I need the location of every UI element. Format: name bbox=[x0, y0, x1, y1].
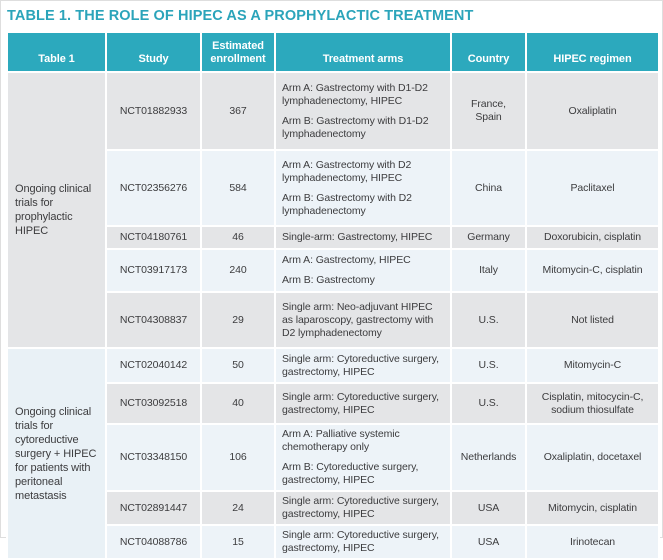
regimen-cell: Paclitaxel bbox=[525, 149, 660, 227]
arm-b-text: Arm B: Cytoreductive surgery, gastrectom… bbox=[282, 461, 419, 486]
country-cell: France, Spain bbox=[450, 71, 527, 151]
regimen-cell: Irinotecan bbox=[525, 524, 660, 560]
treatment-arms-cell: Single arm: Cytoreductive surgery, gastr… bbox=[274, 382, 452, 425]
column-header-table1: Table 1 bbox=[6, 31, 107, 73]
treatment-arms-cell: Arm A: Gastrectomy, HIPEC Arm B: Gastrec… bbox=[274, 248, 452, 293]
country-cell: U.S. bbox=[450, 382, 527, 425]
table-row: Ongoing clinical trials for cytoreductiv… bbox=[6, 347, 660, 560]
study-cell: NCT02356276 bbox=[105, 149, 202, 227]
regimen-cell: Mitomycin-C bbox=[525, 347, 660, 384]
arm-a-text: Arm A: Gastrectomy with D2 lymphadenecto… bbox=[282, 158, 412, 184]
regimen-cell: Mitomycin-C, cisplatin bbox=[525, 248, 660, 293]
regimen-cell: Oxaliplatin bbox=[525, 71, 660, 151]
regimen-cell: Cisplatin, mitocycin-C, sodium thiosulfa… bbox=[525, 382, 660, 425]
country-cell: Italy bbox=[450, 248, 527, 293]
country-cell: U.S. bbox=[450, 347, 527, 384]
arm-b-text: Arm B: Gastrectomy with D2 lymphadenecto… bbox=[282, 191, 412, 217]
regimen-cell: Doxorubicin, cisplatin bbox=[525, 225, 660, 250]
enrollment-cell: 40 bbox=[200, 382, 276, 425]
study-cell: NCT04088786 bbox=[105, 524, 202, 560]
study-cell: NCT02040142 bbox=[105, 347, 202, 384]
study-cell: NCT03917173 bbox=[105, 248, 202, 293]
column-header-country: Country bbox=[450, 31, 527, 73]
country-cell: USA bbox=[450, 524, 527, 560]
enrollment-cell: 106 bbox=[200, 423, 276, 492]
header-row: Table 1 Study Estimated enrollment Treat… bbox=[6, 31, 660, 73]
treatment-arms-cell: Arm A: Palliative systemic chemotherapy … bbox=[274, 423, 452, 492]
group-label-prophylactic: Ongoing clinical trials for prophylactic… bbox=[6, 71, 107, 349]
single-arm-text: Single arm: Cytoreductive surgery, gastr… bbox=[282, 529, 439, 554]
study-cell: NCT04308837 bbox=[105, 291, 202, 349]
study-cell: NCT03348150 bbox=[105, 423, 202, 492]
table-row: Ongoing clinical trials for prophylactic… bbox=[6, 71, 660, 349]
arm-a-text: Arm A: Gastrectomy, HIPEC bbox=[282, 254, 411, 266]
treatment-arms-cell: Single arm: Cytoreductive surgery, gastr… bbox=[274, 347, 452, 384]
column-header-enrollment: Estimated enrollment bbox=[200, 31, 276, 73]
enrollment-cell: 46 bbox=[200, 225, 276, 250]
column-header-treatment-arms: Treatment arms bbox=[274, 31, 452, 73]
study-cell: NCT03092518 bbox=[105, 382, 202, 425]
table-row: NCT03092518 40 Single arm: Cytoreductive… bbox=[7, 382, 660, 425]
treatment-arms-cell: Single arm: Neo-adjuvant HIPEC as laparo… bbox=[274, 291, 452, 349]
enrollment-cell: 367 bbox=[200, 71, 276, 151]
table-row: NCT02356276 584 Arm A: Gastrectomy with … bbox=[7, 149, 660, 227]
enrollment-cell: 240 bbox=[200, 248, 276, 293]
column-header-regimen: HIPEC regimen bbox=[525, 31, 660, 73]
single-arm-text: Single arm: Cytoreductive surgery, gastr… bbox=[282, 390, 439, 416]
treatment-arms-cell: Arm A: Gastrectomy with D1-D2 lymphadene… bbox=[274, 71, 452, 151]
enrollment-cell: 24 bbox=[200, 490, 276, 526]
treatment-arms-cell: Single arm: Cytoreductive surgery, gastr… bbox=[274, 524, 452, 560]
page-title: TABLE 1. THE ROLE OF HIPEC AS A PROPHYLA… bbox=[7, 8, 474, 24]
enrollment-cell: 584 bbox=[200, 149, 276, 227]
hipec-trials-table: Table 1 Study Estimated enrollment Treat… bbox=[6, 31, 660, 560]
table-row: NCT03348150 106 Arm A: Palliative system… bbox=[7, 423, 660, 492]
country-cell: USA bbox=[450, 490, 527, 526]
arm-a-text: Arm A: Palliative systemic chemotherapy … bbox=[282, 428, 400, 453]
country-cell: China bbox=[450, 149, 527, 227]
single-arm-text: Single arm: Cytoreductive surgery, gastr… bbox=[282, 352, 439, 378]
study-cell: NCT01882933 bbox=[105, 71, 202, 151]
column-header-study: Study bbox=[105, 31, 202, 73]
table-row: NCT03917173 240 Arm A: Gastrectomy, HIPE… bbox=[7, 248, 660, 293]
regimen-cell: Mitomycin, cisplatin bbox=[525, 490, 660, 526]
enrollment-cell: 50 bbox=[200, 347, 276, 384]
single-arm-text: Single-arm: Gastrectomy, HIPEC bbox=[282, 231, 433, 243]
treatment-arms-cell: Single arm: Cytoreductive surgery, gastr… bbox=[274, 490, 452, 526]
treatment-arms-cell: Arm A: Gastrectomy with D2 lymphadenecto… bbox=[274, 149, 452, 227]
country-cell: U.S. bbox=[450, 291, 527, 349]
treatment-arms-cell: Single-arm: Gastrectomy, HIPEC bbox=[274, 225, 452, 250]
arm-b-text: Arm B: Gastrectomy with D1-D2 lymphadene… bbox=[282, 114, 429, 140]
enrollment-cell: 15 bbox=[200, 524, 276, 560]
single-arm-text: Single arm: Neo-adjuvant HIPEC as laparo… bbox=[282, 300, 434, 339]
study-cell: NCT02891447 bbox=[105, 490, 202, 526]
country-cell: Netherlands bbox=[450, 423, 527, 492]
table-row: NCT04180761 46 Single-arm: Gastrectomy, … bbox=[7, 225, 660, 250]
table-row: NCT04308837 29 Single arm: Neo-adjuvant … bbox=[7, 291, 660, 349]
enrollment-cell: 29 bbox=[200, 291, 276, 349]
group-label-cytoreductive: Ongoing clinical trials for cytoreductiv… bbox=[6, 347, 107, 560]
regimen-cell: Oxaliplatin, docetaxel bbox=[525, 423, 660, 492]
regimen-cell: Not listed bbox=[525, 291, 660, 349]
table-row: NCT02891447 24 Single arm: Cytoreductive… bbox=[7, 490, 660, 526]
country-cell: Germany bbox=[450, 225, 527, 250]
arm-a-text: Arm A: Gastrectomy with D1-D2 lymphadene… bbox=[282, 81, 428, 107]
single-arm-text: Single arm: Cytoreductive surgery, gastr… bbox=[282, 495, 439, 520]
study-cell: NCT04180761 bbox=[105, 225, 202, 250]
arm-b-text: Arm B: Gastrectomy bbox=[282, 274, 375, 286]
